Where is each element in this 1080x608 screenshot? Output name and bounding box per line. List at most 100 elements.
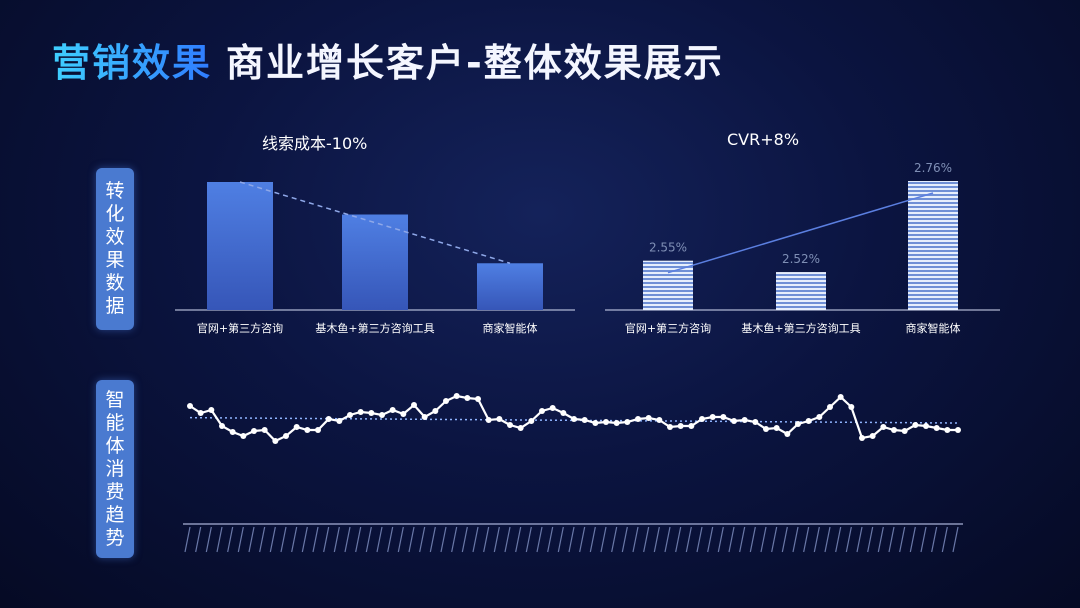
data-point <box>677 423 684 429</box>
data-point <box>901 428 908 434</box>
data-point <box>624 419 631 425</box>
data-point <box>443 398 449 404</box>
label-char: 趋 <box>105 503 125 526</box>
data-point <box>784 431 791 437</box>
label-char: 费 <box>105 480 125 503</box>
x-tick-label <box>696 526 703 553</box>
trend-line <box>239 181 511 264</box>
x-tick-label <box>387 526 394 553</box>
data-point <box>933 425 940 431</box>
x-tick-label <box>632 526 639 553</box>
data-point <box>709 414 716 420</box>
category-label: 官网+第三方咨询 <box>197 321 283 335</box>
x-tick-label <box>195 526 202 553</box>
x-tick-label <box>653 526 660 553</box>
data-point <box>411 402 417 408</box>
x-tick-label <box>845 526 852 553</box>
data-point <box>357 409 364 415</box>
x-tick-label <box>664 526 671 553</box>
data-point <box>251 428 257 434</box>
x-tick-label <box>547 526 554 553</box>
x-tick-label <box>749 526 756 553</box>
slide-title: 营销效果 商业增长客户-整体效果展示 <box>52 32 724 87</box>
x-tick-label <box>717 526 724 553</box>
data-point <box>581 417 588 423</box>
x-tick-label <box>803 526 810 553</box>
x-tick-label <box>259 526 266 553</box>
data-point <box>944 427 951 433</box>
x-tick-label <box>920 526 927 553</box>
data-point <box>389 407 396 413</box>
label-char: 化 <box>105 203 125 225</box>
x-tick-label <box>312 526 319 553</box>
data-point <box>603 419 609 425</box>
data-point <box>827 404 833 410</box>
label-char: 数 <box>105 272 125 294</box>
data-point <box>720 414 727 420</box>
data-point <box>560 410 567 416</box>
data-point <box>283 433 289 439</box>
label-char: 势 <box>105 526 125 549</box>
data-point <box>347 412 353 418</box>
x-tick-label <box>429 526 436 553</box>
data-point <box>795 421 801 427</box>
data-point <box>453 393 460 399</box>
label-char: 智 <box>105 388 125 411</box>
consumption-trend-label: 智 能 体 消 费 趋 势 <box>96 380 134 558</box>
data-point <box>336 418 343 424</box>
data-point <box>475 396 481 402</box>
x-tick-label <box>824 526 831 553</box>
x-tick-label <box>621 526 628 553</box>
x-tick-label <box>397 526 404 553</box>
data-point <box>667 424 673 430</box>
data-point <box>496 416 503 422</box>
x-tick-label <box>536 526 543 553</box>
data-point <box>400 411 407 417</box>
data-point <box>485 417 492 423</box>
x-tick-label <box>365 526 372 553</box>
x-tick-label <box>579 526 586 553</box>
conversion-data-label: 转 化 效 果 数 据 <box>96 168 134 330</box>
data-label: 2.55% <box>649 241 687 255</box>
label-char: 效 <box>105 226 125 248</box>
x-tick-label <box>408 526 415 553</box>
data-point <box>923 423 929 429</box>
data-point <box>805 418 812 424</box>
data-point <box>315 427 321 433</box>
x-tick-label <box>483 526 490 553</box>
x-tick-label <box>856 526 863 553</box>
label-char: 能 <box>105 411 125 434</box>
data-point <box>592 420 599 426</box>
x-tick-label <box>184 526 191 553</box>
x-tick-label <box>216 526 223 553</box>
label-char: 转 <box>105 180 125 202</box>
x-tick-label <box>909 526 916 553</box>
x-tick-label <box>376 526 383 553</box>
x-tick-label <box>760 526 767 553</box>
label-char: 据 <box>105 295 125 317</box>
data-point <box>539 408 545 414</box>
x-tick-label <box>813 526 820 553</box>
data-point <box>837 394 844 400</box>
x-tick-label <box>792 526 799 553</box>
x-tick-label <box>877 526 884 553</box>
x-tick-label <box>419 526 426 553</box>
data-point <box>571 416 577 422</box>
x-tick-label <box>835 526 842 553</box>
x-tick-label <box>280 526 287 553</box>
data-point <box>859 435 865 441</box>
chart-title-cost: 线索成本-10% <box>262 134 368 153</box>
x-tick-label <box>227 526 234 553</box>
data-point <box>379 412 385 418</box>
title-highlight: 营销效果 <box>52 41 213 85</box>
x-tick-label <box>344 526 351 553</box>
x-tick-label <box>568 526 575 553</box>
x-tick-label <box>472 526 479 553</box>
x-tick-label <box>451 526 458 553</box>
category-label: 官网+第三方咨询 <box>625 321 711 335</box>
chart-title-cvr: CVR+8% <box>727 130 800 149</box>
x-tick-label <box>291 526 298 553</box>
data-point <box>261 427 268 433</box>
data-point <box>816 414 823 420</box>
data-label: 2.52% <box>782 252 820 266</box>
